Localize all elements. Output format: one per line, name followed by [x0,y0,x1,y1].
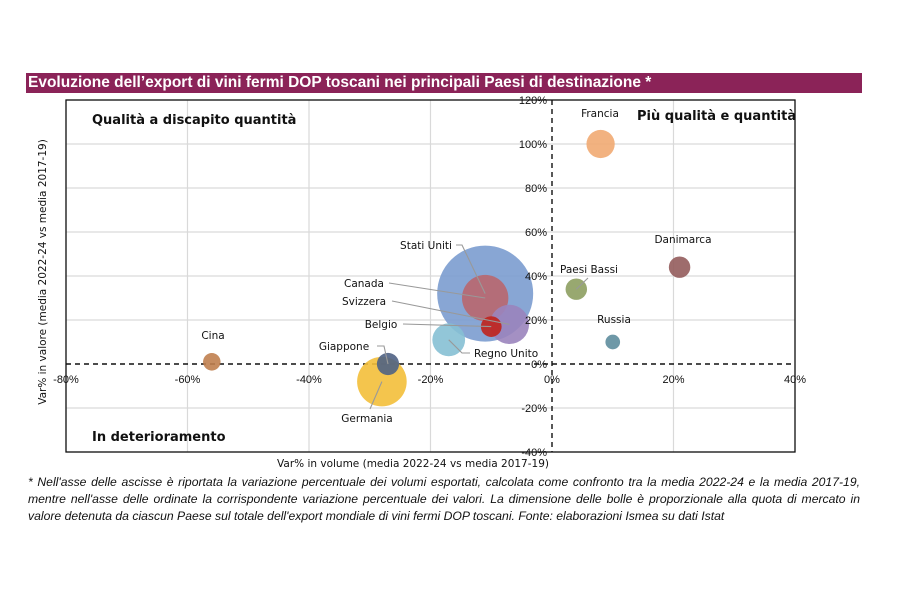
y-tick-label: -20% [521,403,547,415]
leader-giappone [377,345,389,365]
x-tick-labels: -80% -60% -40% -20% 0% 20% 40% [53,374,806,386]
label-paesi-bassi: Paesi Bassi [560,264,618,276]
label-danimarca: Danimarca [654,234,711,246]
leader-germania [369,381,383,410]
quadrant-label-top-right: Più qualità e quantità [637,109,796,124]
label-francia: Francia [581,108,619,120]
label-belgio: Belgio [365,319,398,331]
bubble-cina [203,353,221,371]
plot-border [65,99,796,453]
bubble-danimarca [668,256,691,278]
y-tick-label: 0% [531,359,547,371]
x-axis-title: Var% in volume (media 2022-24 vs media 2… [277,458,549,470]
x-tick-label: 0% [544,374,560,386]
bubble-francia [586,129,615,159]
footnote: * Nell'asse delle ascisse è riportata la… [28,475,860,523]
y-tick-label: 120% [519,95,547,107]
label-cina: Cina [201,330,224,342]
plot-frame [65,99,796,453]
leader-stati-uniti [456,244,486,294]
label-giappone: Giappone [319,341,369,353]
quadrant-label-bottom-left: In deterioramento [92,430,226,445]
label-germania: Germania [341,413,392,425]
x-tick-label: -60% [175,374,201,386]
x-tick-label: 40% [784,374,806,386]
chart-title: Evoluzione dell’export di vini fermi DOP… [26,73,862,93]
leader-regno-unito [448,339,470,354]
reference-lines [66,100,795,452]
label-canada: Canada [344,278,384,290]
y-tick-label: -40% [521,447,547,459]
leader-canada [388,282,486,299]
label-regno-unito: Regno Unito [474,348,538,360]
leader-lines [369,244,589,410]
y-tick-label: 20% [525,315,547,327]
x-tick-label: 20% [662,374,684,386]
label-russia: Russia [597,314,631,326]
leader-svizzera [391,300,510,325]
y-tick-label: 40% [525,271,547,283]
leader-belgio [402,323,492,328]
x-tick-label: -20% [418,374,444,386]
y-tick-label: 80% [525,183,547,195]
x-tick-label: -40% [296,374,322,386]
label-svizzera: Svizzera [342,296,386,308]
point-labels: Stati Uniti Canada Svizzera Belgio Regno Uni… [201,108,711,425]
bubble-giappone [376,352,400,376]
x-tick-label: -80% [53,374,79,386]
y-axis-title: Var% in valore (media 2022-24 vs media 2… [37,139,49,405]
y-tick-label: 100% [519,139,547,151]
bubbles [203,129,691,407]
y-tick-label: 60% [525,227,547,239]
bubble-russia [605,334,621,350]
quadrant-label-top-left: Qualità a discapito quantità [92,113,296,128]
label-stati-uniti: Stati Uniti [400,240,452,252]
y-tick-labels: -40% -20% 0% 20% 40% 60% 80% 100% 120% [519,95,547,459]
leader-paesi-bassi [575,277,589,290]
